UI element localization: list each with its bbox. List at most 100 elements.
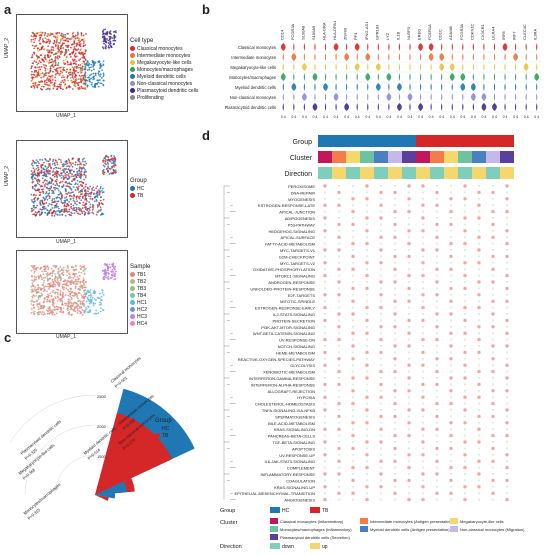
pathway-dot [477,414,481,419]
umap-point [33,169,36,172]
umap-point [33,275,36,278]
violin-shape [483,83,485,91]
umap-point [109,160,112,163]
pathway-dot [337,248,341,252]
umap-point [85,183,87,186]
umap-point [107,158,110,161]
umap-point [75,265,77,268]
umap-point [94,200,96,203]
pathway-dot [421,395,425,399]
umap-point [68,213,71,216]
pathway-dot [365,357,369,360]
umap-point [43,279,46,282]
pathway-dot [393,351,397,354]
umap-point [83,52,86,55]
umap-point [46,35,49,38]
violin-shape [493,73,496,81]
violin-shape [365,53,371,61]
pathway-dot [323,242,327,245]
umap-point [60,309,63,312]
pathway-dot [365,191,369,194]
pathway-dot [491,235,495,239]
umap-point [74,202,77,205]
pathway-dot [365,447,369,450]
violin-gene-label: HLA-DPA1 [332,20,337,40]
umap-point [78,38,80,41]
umap-point [43,34,46,36]
legend-cluster-label: Monocytes/macrophages (Inflammatory) [280,527,352,532]
umap-point [97,85,100,88]
pathway-dot [505,197,509,201]
pathway-dot [491,485,495,488]
pathway-dot [379,492,383,495]
violin-shape [367,43,369,51]
violin-row-label: Myeloid dendritic cells [235,85,276,90]
umap-point [92,63,95,66]
group-cell [360,135,374,147]
umap-point [61,291,64,294]
pathway-dot [323,261,327,265]
umap-point [57,62,60,64]
umap-point [74,62,76,65]
pathway-dot [393,197,397,200]
pathway-dot [505,376,509,380]
sample-legend-item: TB3 [130,286,146,292]
umap-point [62,271,65,273]
umap-point [47,166,50,169]
umap-point [87,212,89,215]
umap-point [45,273,48,275]
umap-point [54,173,56,176]
pathway-dot [491,478,495,483]
umap-point [33,41,36,44]
umap-point [66,279,69,282]
pathway-label: OXIDATIVE-PHOSPHORYLATION [253,267,315,272]
umap-point [77,189,79,191]
umap-point [38,303,41,306]
umap-point [86,200,88,202]
pathway-dot [379,479,383,482]
pathway-dot [435,351,439,354]
pathway-label: EPITHELIAL-MESENCHYMAL-TRANSITION [235,491,316,496]
violin-shape [367,83,369,91]
pathway-dot [393,428,397,431]
violin-shape [430,103,432,111]
umap-point [80,190,83,192]
pathway-dot [421,268,425,271]
umap-point [74,85,77,88]
umap-point [114,164,117,167]
pathway-dot [393,229,397,232]
legend-cluster-label: Non-classical monocytes (Migration) [460,527,525,532]
umap-point [98,203,101,206]
violin-shape [483,43,485,51]
pathway-dot [323,376,327,380]
pathway-dot [351,293,355,296]
umap-point [61,35,64,38]
pathway-dot [379,216,383,220]
umap-point [43,270,46,273]
umap-point [67,185,70,188]
umap-point [51,201,54,204]
pathway-dot [323,472,327,476]
pathway-dot [351,306,355,309]
umap-point [92,302,95,305]
umap-point [59,175,61,177]
pathway-dot [477,453,481,456]
umap-point [104,37,107,40]
umap-point [79,300,82,303]
pathway-dot [463,408,467,412]
umap-point [58,85,61,88]
violin-shape [324,103,327,111]
umap-point [82,204,85,207]
group-cell [486,135,500,147]
celltype-legend-title: Cell type [130,38,154,44]
pathway-dot [393,190,397,195]
pathway-dot [407,433,411,438]
umap-point [54,297,57,299]
radial-wedge [95,412,173,495]
pathway-dot [435,453,439,456]
pathway-dot [463,197,467,201]
pathway-label: E2F-TARGETS [288,293,316,298]
pathway-dot [379,184,383,188]
umap-point [73,58,76,61]
umap-point [53,186,55,189]
